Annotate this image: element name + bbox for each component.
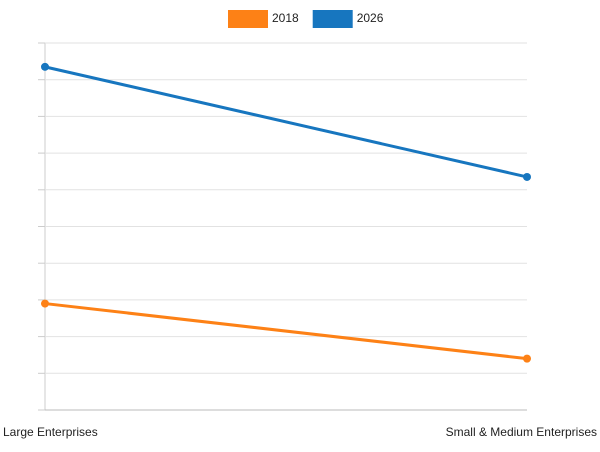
legend-swatch — [312, 10, 353, 28]
legend-label: 2026 — [357, 11, 384, 25]
legend-label: 2018 — [272, 11, 299, 25]
x-tick-label: Small & Medium Enterprises — [446, 425, 597, 439]
data-point — [41, 299, 49, 308]
series-line — [44, 302, 528, 361]
legend-swatch — [228, 10, 268, 28]
data-point — [523, 354, 531, 363]
x-tick-label: Large Enterprises — [3, 425, 98, 439]
data-point — [41, 62, 49, 71]
series-line — [44, 65, 528, 179]
data-point — [523, 172, 531, 181]
